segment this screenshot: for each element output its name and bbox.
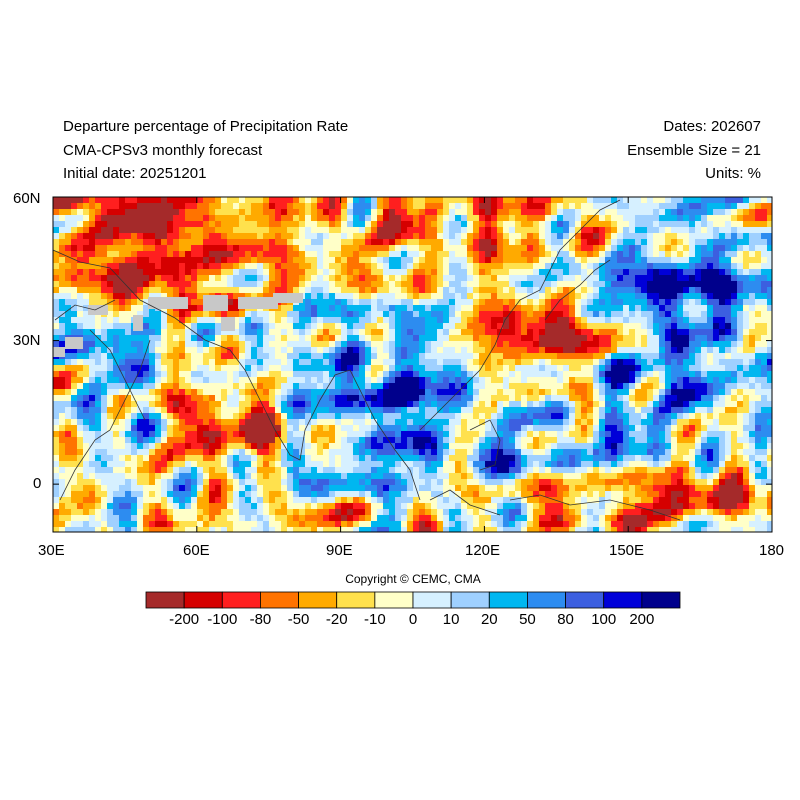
lat-tick-60n: 60N	[13, 190, 41, 207]
colorbar-label: -100	[207, 611, 238, 628]
map-frame	[52, 196, 773, 533]
coastline	[419, 199, 621, 431]
colorbar-label: -50	[287, 611, 310, 628]
colorbar-swatch	[374, 591, 414, 609]
colorbar-label: 80	[557, 611, 574, 628]
colorbar-swatch	[260, 591, 299, 609]
forecast-dates: Dates: 202607	[663, 118, 761, 135]
map-title: Departure percentage of Precipitation Ra…	[63, 118, 349, 135]
coastline	[89, 329, 146, 421]
anomaly-field	[53, 197, 772, 532]
lon-tick-30e: 30E	[38, 542, 65, 559]
colorbar-swatch	[565, 591, 605, 609]
lon-tick-60e: 60E	[183, 542, 210, 559]
copyright-text: Copyright © CEMC, CMA	[345, 572, 481, 586]
coastline	[509, 494, 681, 521]
colorbar-label: -20	[325, 611, 348, 628]
missing-data-patch	[238, 297, 278, 309]
colorbar-swatch	[336, 591, 376, 609]
ensemble-size: Ensemble Size = 21	[627, 142, 761, 159]
colorbar-label: -80	[249, 611, 272, 628]
colorbar-swatch	[221, 591, 261, 609]
missing-data-patch	[53, 347, 65, 357]
units-label: Units: %	[705, 165, 761, 182]
coastlines	[53, 199, 681, 521]
coastline	[59, 339, 151, 501]
colorbar-swatch	[450, 591, 490, 609]
missing-data-patch	[65, 337, 83, 349]
colorbar-label: 20	[480, 611, 498, 628]
colorbar-label: 100	[591, 611, 617, 628]
colorbar-swatch	[641, 591, 681, 609]
colorbar-swatch	[488, 591, 528, 609]
tick-marks	[52, 196, 773, 532]
coastline	[544, 259, 611, 321]
lon-tick-150e: 150E	[609, 542, 645, 559]
lon-tick-90e: 90E	[326, 542, 353, 559]
colorbar-label: -200	[169, 611, 200, 628]
missing-data-patch	[273, 293, 303, 303]
initial-date: Initial date: 20251201	[63, 165, 207, 182]
colorbar-swatch	[183, 591, 223, 609]
colorbar-swatch	[145, 591, 185, 609]
colorbar-label: -10	[364, 611, 386, 628]
lon-tick-120e: 120E	[465, 542, 501, 559]
colorbar-swatch	[527, 591, 566, 609]
colorbar-label: 0	[408, 611, 418, 628]
colorbar	[145, 591, 681, 609]
missing-data-patch	[88, 305, 108, 315]
lon-tick-180: 180	[759, 542, 785, 559]
coastline	[53, 249, 421, 501]
map-subtitle: CMA-CPSv3 monthly forecast	[63, 142, 263, 159]
colorbar-label: 10	[442, 611, 460, 628]
missing-data-patch	[203, 295, 228, 311]
colorbar-swatch	[603, 591, 643, 609]
coastline	[429, 489, 501, 516]
colorbar-label: 50	[519, 611, 536, 628]
missing-data-patch	[221, 317, 235, 331]
lat-tick-0: 0	[33, 475, 42, 492]
missing-data-patch	[148, 297, 188, 309]
coastline	[469, 419, 501, 471]
coastline	[54, 299, 116, 321]
lat-tick-30n: 30N	[13, 332, 41, 349]
missing-data-patch	[133, 315, 143, 331]
colorbar-label: 200	[629, 611, 655, 628]
colorbar-swatch	[412, 591, 452, 609]
colorbar-swatch	[298, 591, 338, 609]
